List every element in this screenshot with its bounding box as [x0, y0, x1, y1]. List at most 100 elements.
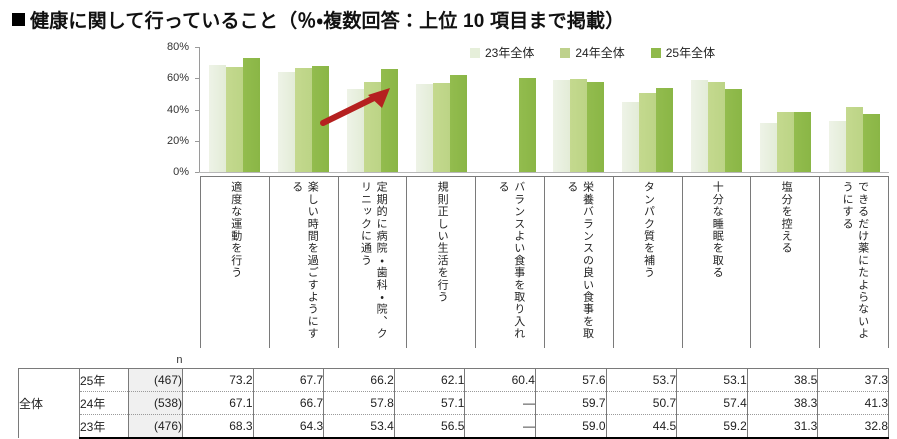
bar-group [751, 47, 820, 172]
legend-label: 23年全体 [485, 46, 535, 60]
value-cell: 59.7 [534, 391, 607, 415]
y-axis-tick-label: 40% [166, 103, 189, 116]
bar [553, 79, 571, 172]
spacer-cell [465, 352, 536, 369]
value-cell: 37.3 [817, 368, 889, 392]
value-cell: 38.3 [746, 391, 819, 415]
bar [363, 81, 381, 172]
bar-group [338, 47, 407, 172]
y-axis-tick-label: 20% [166, 134, 189, 147]
legend-swatch-icon [470, 47, 480, 58]
bar-group [545, 47, 614, 172]
sample-size-cell: (538) [128, 391, 183, 415]
bar [725, 89, 743, 172]
value-cell: 32.8 [817, 414, 889, 439]
page-title: 健康に関して行っていること（％・複数回答：上位 10 項目まで掲載） [12, 6, 624, 33]
bar-group [407, 47, 476, 172]
bar-chart: 23年全体 24年全体 25年全体 0% 20% 40% 60% 80% [0, 41, 897, 178]
value-cell: 53.4 [323, 414, 395, 439]
value-cell: 53.1 [676, 368, 748, 392]
value-cell: 56.5 [393, 414, 466, 439]
category-label-cell: 塩分を控える [751, 177, 821, 348]
legend-item: 25年全体 [650, 44, 716, 61]
legend-label: 25年全体 [665, 46, 716, 60]
value-cell: 44.5 [605, 414, 678, 439]
category-label-text: 十分な睡眠を取る [711, 181, 724, 279]
bar [656, 88, 674, 172]
value-cell: 41.3 [817, 391, 889, 415]
category-label-text: バランスよい食事を取り入れる [497, 181, 525, 340]
bar [708, 82, 726, 172]
table-row: 23年 (476) 68.3 64.3 53.4 56.5—59.0 44.5 59.2 31.… [19, 414, 889, 439]
bar [829, 120, 847, 172]
bar [863, 113, 881, 172]
y-axis-tick-label: 60% [166, 72, 189, 85]
category-label-text: 楽しい時間を過ごすようにする [290, 181, 319, 340]
bar [242, 57, 260, 172]
y-axis: 0% 20% 40% 60% 80% [160, 41, 195, 178]
bar [311, 66, 329, 172]
value-cell: 67.1 [182, 391, 254, 415]
spacer-cell [535, 352, 606, 369]
spacer-cell [19, 352, 129, 369]
value-cell: 73.2 [182, 368, 254, 392]
spacer-cell [324, 352, 395, 369]
value-cell: 64.3 [252, 414, 325, 439]
bar [846, 107, 864, 172]
spacer-cell [183, 352, 254, 369]
bar [570, 78, 588, 172]
category-label-text: 塩分を控える [780, 181, 793, 255]
bar [777, 112, 795, 172]
year-label: 25年 [79, 368, 129, 392]
y-axis-tick-mark [195, 172, 199, 173]
value-cell: 62.1 [393, 368, 466, 392]
row-group-label: 全体 [18, 368, 80, 438]
bar-group [476, 47, 545, 172]
bar [294, 67, 312, 172]
table-row: 24年 (538) 67.1 66.7 57.8 57.1—59.7 50.7 57.4 38.… [19, 391, 889, 415]
spacer-cell [747, 352, 818, 369]
bar [346, 88, 364, 172]
legend-swatch-icon [560, 47, 571, 58]
y-axis-tick-mark [195, 78, 199, 80]
value-cell: 66.7 [252, 391, 325, 415]
bar-group [269, 47, 338, 172]
category-label-cell: 十分な睡眠を取る [683, 177, 752, 348]
value-cell: 50.7 [605, 391, 678, 415]
bar-group [613, 47, 682, 172]
category-label-cell: 楽しい時間を過ごすようにする [270, 177, 339, 348]
value-cell: 67.7 [252, 368, 325, 392]
page-title-text: 健康に関して行っていること（％・複数回答：上位 10 項目まで掲載） [30, 11, 625, 32]
category-label-text: できるだけ薬にたよらないようにする [841, 181, 869, 340]
category-label-band: 適度な運動を行う 楽しい時間を過ごすようにする 定期的に病院・歯科・院、クリニックに… [200, 176, 889, 348]
spacer-cell [253, 352, 324, 369]
bar [760, 123, 778, 172]
bar [518, 77, 536, 172]
table-row: 全体 25年 (467) 73.2 67.7 66.2 62.1 60.4 57.6 53.7 53… [18, 368, 889, 438]
bar-group [200, 47, 269, 172]
bar [432, 82, 450, 172]
category-label-cell: できるだけ薬にたよらないようにする [820, 177, 889, 348]
bar-group [820, 47, 889, 172]
year-label: 24年 [79, 391, 129, 415]
plot-area [200, 47, 889, 172]
data-table: n 全体 25年 (467) 73.2 67.7 66.2 62.1 60.4 57.6 53.7 5… [18, 352, 889, 439]
spacer-cell [394, 352, 465, 369]
bar [622, 102, 640, 172]
bar [691, 79, 709, 172]
spacer-cell [606, 352, 677, 369]
year-label: 23年 [79, 414, 129, 439]
legend-item: 24年全体 [560, 44, 625, 61]
square-bullet-icon [12, 13, 25, 26]
category-label-text: タンパク質を補う [642, 181, 655, 279]
value-cell: 57.4 [676, 391, 748, 415]
category-label-cell: 栄養バランスの良い食事を取る [545, 177, 614, 348]
spacer-cell [677, 352, 748, 369]
y-axis-tick-label: 0% [173, 166, 189, 178]
value-cell: 66.2 [323, 368, 395, 392]
bar-group [682, 47, 751, 172]
value-cell: 59.2 [676, 414, 748, 439]
bar [380, 68, 398, 172]
sample-size-cell: (467) [128, 368, 183, 392]
category-label-cell: 適度な運動を行う [201, 177, 270, 348]
